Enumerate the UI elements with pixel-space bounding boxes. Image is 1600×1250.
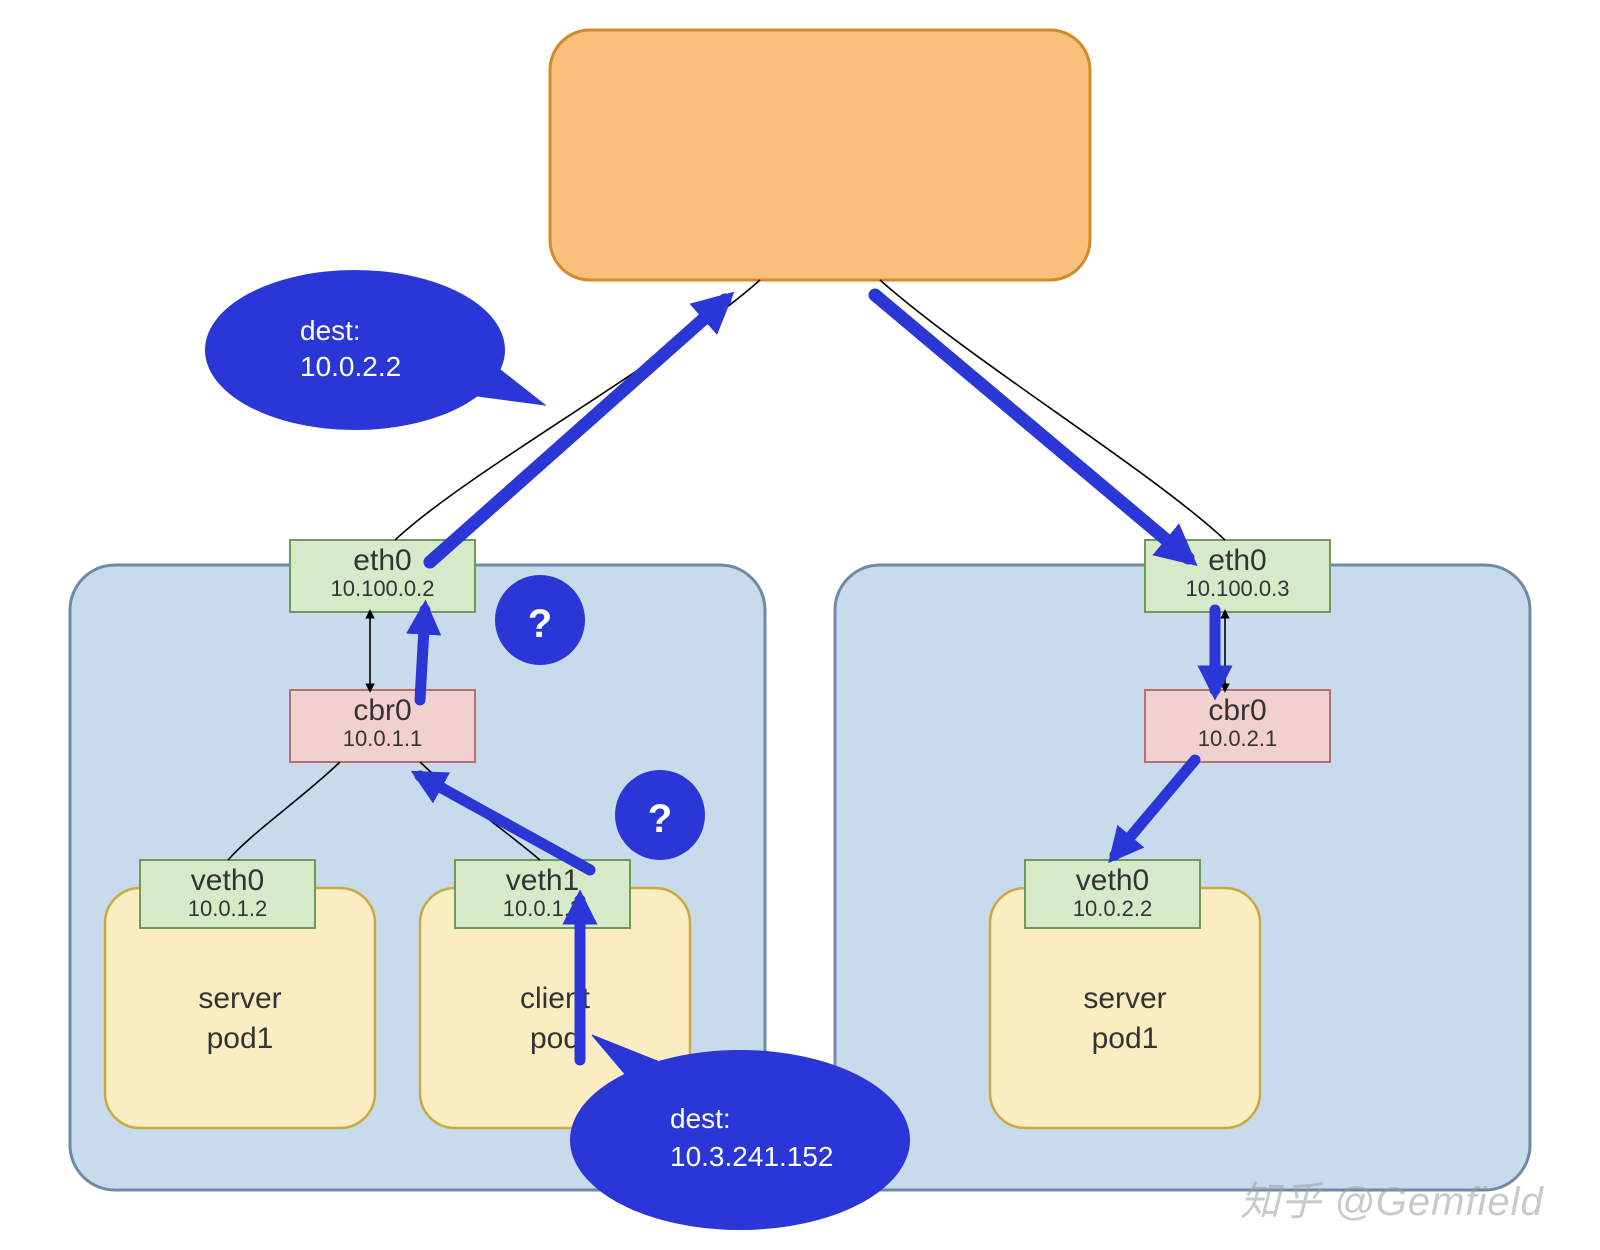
svg-text:?: ?: [528, 602, 552, 646]
host-left-eth0-name: eth0: [353, 544, 411, 577]
bubble-dest-bottom-line-0: dest:: [670, 1103, 731, 1134]
thin-link-1: [880, 280, 1225, 540]
host-right-cbr0-name: cbr0: [1208, 694, 1266, 727]
pod-server1-right-label-1: pod1: [1092, 1022, 1159, 1055]
flow-arrow-4: [875, 295, 1188, 558]
pod-client-label-1: pod: [530, 1022, 580, 1055]
host-left-eth0-ip: 10.100.0.2: [331, 576, 435, 601]
flow-arrow-2: [420, 610, 425, 700]
pod-client-veth-name: veth1: [506, 864, 579, 897]
pod-server1-right-veth-ip: 10.0.2.2: [1073, 896, 1153, 921]
watermark: 知乎 @Gemfield: [1240, 1180, 1545, 1224]
question-mark-0: ?: [495, 575, 585, 665]
pod-server1-left-veth-ip: 10.0.1.2: [188, 896, 268, 921]
router-container: [550, 30, 1090, 280]
host-left-cbr0-ip: 10.0.1.1: [343, 726, 423, 751]
question-mark-1: ?: [615, 770, 705, 860]
svg-text:?: ?: [648, 797, 672, 841]
host-right-eth0-ip: 10.100.0.3: [1186, 576, 1290, 601]
pod-server1-left-veth-name: veth0: [191, 864, 264, 897]
bubble-dest-top-line-0: dest:: [300, 315, 361, 346]
host-right-eth0-name: eth0: [1208, 544, 1266, 577]
pod-server1-left-label-1: pod1: [207, 1022, 274, 1055]
bubble-dest-top-line-1: 10.0.2.2: [300, 351, 401, 382]
bubble-dest-bottom-line-1: 10.3.241.152: [670, 1141, 834, 1172]
bubble-dest-top: dest: 10.0.2.2: [205, 270, 545, 430]
pod-server1-left-label-0: server: [198, 982, 281, 1015]
pod-server1-right-veth-name: veth0: [1076, 864, 1149, 897]
pod-server1-right-label-0: server: [1083, 982, 1166, 1015]
pod-client-veth-ip: 10.0.1.3: [503, 896, 583, 921]
host-left-cbr0-name: cbr0: [353, 694, 411, 727]
host-right-cbr0-ip: 10.0.2.1: [1198, 726, 1278, 751]
